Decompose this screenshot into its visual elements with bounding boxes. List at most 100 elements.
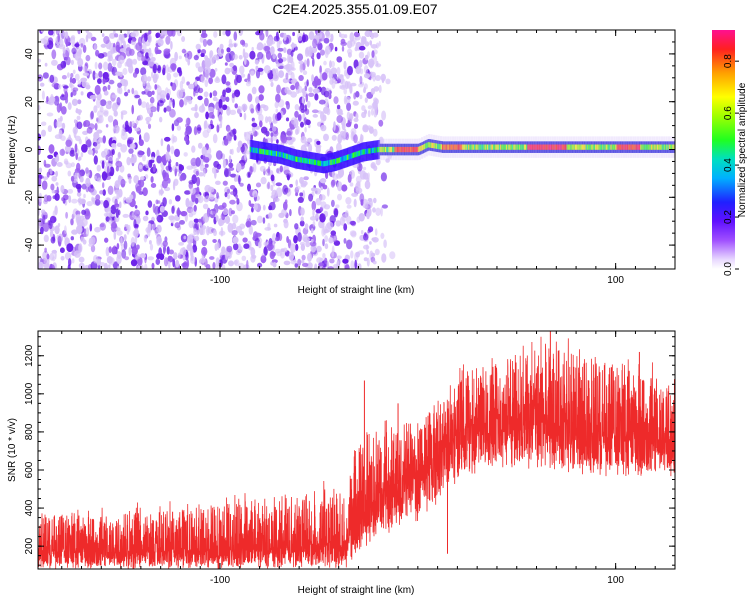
noise-point [101,171,108,181]
band-core [629,144,632,150]
band-fringe [447,136,450,158]
band-fringe [489,136,492,158]
noise-point [218,98,223,109]
noise-point [147,123,152,129]
noise-point [279,165,283,173]
noise-point [309,216,317,221]
band-core [307,158,310,164]
noise-point [364,109,367,115]
noise-point [226,132,233,142]
noise-point [271,135,278,141]
noise-point [116,97,121,106]
noise-point [67,188,74,194]
noise-point [249,50,256,60]
band-core [609,144,612,150]
noise-point [255,65,259,71]
band-core [572,144,575,150]
noise-point [70,236,75,241]
noise-point [149,240,152,245]
noise-point [82,72,90,77]
noise-point [325,45,331,55]
noise-point [237,140,243,148]
noise-point [369,60,374,69]
noise-point [331,250,335,258]
band-core [652,144,655,150]
noise-point [131,120,135,127]
noise-point [340,38,346,45]
noise-point [98,70,103,78]
noise-point [353,31,360,38]
noise-point [270,46,275,55]
noise-point [224,62,228,66]
noise-point [290,91,297,98]
noise-point [42,72,49,79]
noise-point [238,30,244,36]
noise-point [155,199,159,205]
noise-point [144,263,148,269]
noise-point [326,221,334,230]
spectrogram-ytick-label: 0 [24,146,35,152]
noise-point [276,84,281,94]
noise-point [321,72,328,81]
noise-point [334,46,338,52]
noise-point [66,243,74,253]
noise-point [243,112,247,121]
noise-point [98,115,102,124]
noise-point [62,46,66,54]
noise-point [48,144,55,154]
band-core [630,144,633,150]
band-core [635,144,638,150]
noise-point [381,204,388,209]
band-core [333,159,337,165]
colorbar-gradient [712,30,735,269]
noise-point [137,98,142,106]
noise-point [162,67,166,76]
noise-point [359,94,363,100]
noise-point [215,215,219,222]
noise-point [371,50,375,58]
noise-point [312,57,315,67]
noise-point [176,30,183,37]
band-fringe [532,136,535,158]
band-core [402,146,405,153]
noise-point [68,195,72,204]
noise-point [80,43,84,48]
noise-point [160,94,165,101]
noise-point [132,72,138,78]
band-fringe [380,138,383,161]
band-fringe [663,136,666,158]
noise-point [147,200,153,208]
noise-point [243,243,250,249]
band-core [514,144,517,150]
band-core [538,144,541,150]
noise-point [94,226,101,233]
noise-point [156,224,162,233]
band-fringe [582,136,585,158]
band-core [404,146,407,153]
noise-point [69,76,73,84]
snr-ytick-label: 600 [24,461,35,478]
noise-point [204,163,209,168]
noise-point [97,53,105,59]
band-core [326,160,329,166]
band-core [612,144,616,150]
noise-point [350,128,357,136]
noise-point [315,144,321,155]
noise-point [92,142,98,147]
noise-point [257,262,263,268]
noise-point [275,62,281,68]
noise-point [343,223,348,231]
noise-point [258,94,264,101]
band-core [521,144,524,150]
noise-point [147,34,152,44]
noise-point [239,65,245,75]
noise-point [163,107,167,113]
band-core [259,148,262,154]
noise-point [298,60,304,65]
noise-point [314,263,318,269]
noise-point [263,246,268,256]
noise-point [78,243,83,253]
noise-point [174,148,180,158]
noise-point [218,123,223,129]
noise-point [248,200,252,207]
